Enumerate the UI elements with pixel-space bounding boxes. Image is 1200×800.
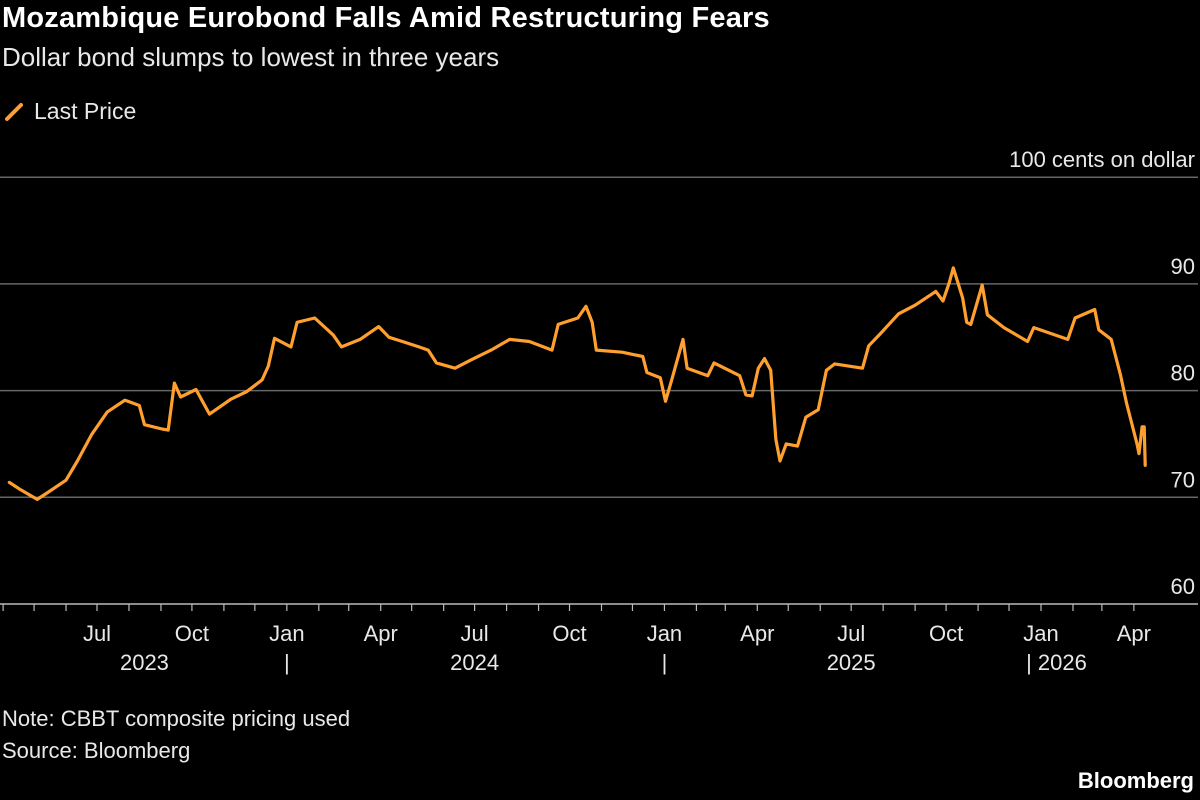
chart-plot: 100 cents on dollar 90 80 70 60 Jul Oct Jan Apr… <box>0 147 1198 675</box>
x-tick-label: Jan <box>647 621 682 646</box>
y-tick-label: 80 <box>1171 361 1195 386</box>
bloomberg-logo: Bloomberg <box>1077 768 1194 793</box>
x-tick-label: Apr <box>1117 621 1151 646</box>
x-tick-label: Oct <box>552 621 586 646</box>
legend: Last Price <box>4 98 136 125</box>
chart-subtitle: Dollar bond slumps to lowest in three ye… <box>2 42 500 72</box>
x-year-label: 2025 <box>827 650 876 675</box>
chart-source: Source: Bloomberg <box>2 738 191 763</box>
x-tick-label: Apr <box>364 621 398 646</box>
x-year-label: | 2026 <box>1026 650 1087 675</box>
x-tick-label: Apr <box>740 621 774 646</box>
x-year-label: | <box>284 650 290 675</box>
x-year-label: 2023 <box>120 650 169 675</box>
x-tick-label: Oct <box>175 621 209 646</box>
x-tick-label: Jul <box>837 621 865 646</box>
x-year-label: | <box>662 650 668 675</box>
chart-note: Note: CBBT composite pricing used <box>2 706 351 731</box>
x-tick-label: Jul <box>461 621 489 646</box>
x-year-label: 2024 <box>450 650 499 675</box>
x-tick-label: Jul <box>83 621 111 646</box>
chart-title: Mozambique Eurobond Falls Amid Restructu… <box>2 2 770 34</box>
series-line-last-price <box>7 266 1147 501</box>
y-tick-label: 70 <box>1171 467 1195 492</box>
x-tick-label: Jan <box>1023 621 1058 646</box>
legend-line-icon <box>5 102 23 121</box>
y-tick-label: 60 <box>1171 574 1195 599</box>
legend-label: Last Price <box>34 98 137 124</box>
y-tick-label: 90 <box>1171 254 1195 279</box>
y-tick-label: 100 cents on dollar <box>1009 147 1195 172</box>
x-tick-label: Oct <box>929 621 963 646</box>
x-tick-label: Jan <box>269 621 304 646</box>
